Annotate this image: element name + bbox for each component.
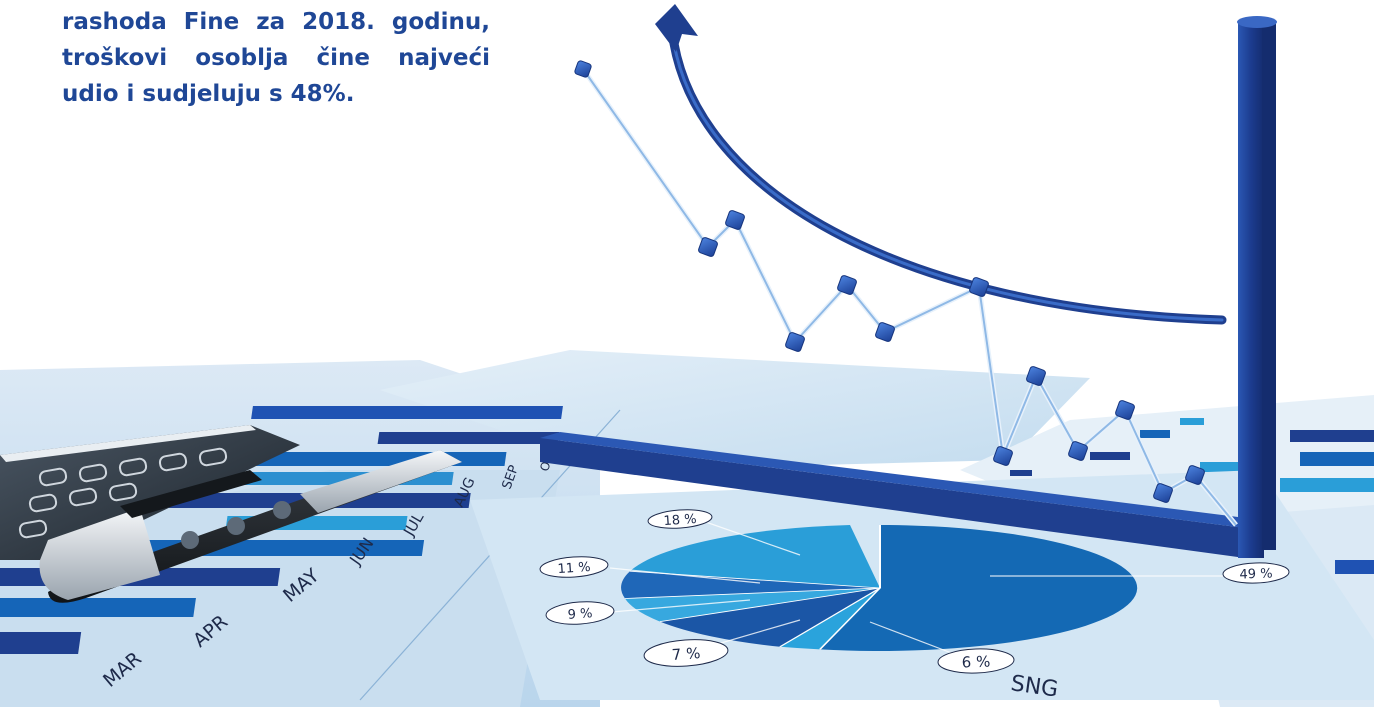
caption-line: troškovi osoblja čine najveći xyxy=(62,45,490,71)
calculator-phone-icon xyxy=(0,425,300,560)
growth-arrow-icon xyxy=(655,4,1227,325)
pie-label-6: 6 % xyxy=(961,653,990,672)
pen-icon xyxy=(39,450,462,603)
caption-line: rashoda Fine za 2018. godinu, xyxy=(62,9,490,35)
bar-chart-right xyxy=(1010,418,1374,574)
caption-line: udio i sudjeluju s 48%. xyxy=(62,81,355,107)
pie-label-9: 9 % xyxy=(567,606,593,623)
caption-text: rashoda Fine za 2018. godinu, troškovi o… xyxy=(62,4,490,112)
pie-label-11: 11 % xyxy=(557,560,591,577)
3d-axis-icon xyxy=(540,16,1277,558)
pie-label-49: 49 % xyxy=(1239,566,1273,582)
pie-label-18: 18 % xyxy=(663,512,697,529)
floating-line-chart xyxy=(574,60,1238,527)
pie-label-7: 7 % xyxy=(671,644,701,664)
pie-labels: 18 % 11 % 9 % 7 % 6 % 49 % SNG xyxy=(539,509,1290,703)
